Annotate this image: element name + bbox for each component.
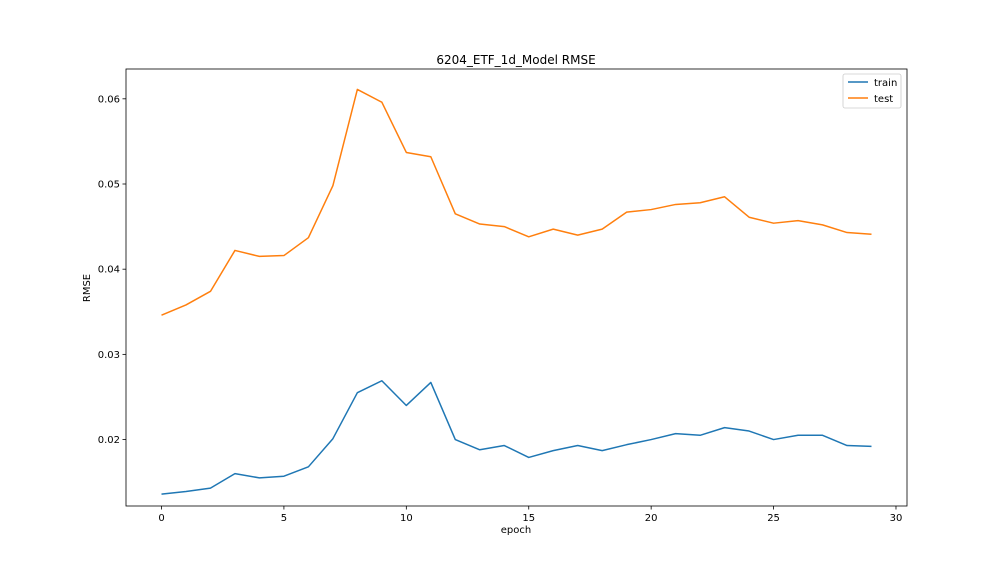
x-axis: 0 5 10 15 20 25 30 [158, 506, 902, 524]
x-tick-label: 10 [400, 513, 413, 524]
x-tick-label: 15 [522, 513, 535, 524]
plot-area-frame [125, 68, 908, 507]
y-tick-label: 0.02 [98, 435, 120, 446]
y-tick-label: 0.06 [98, 94, 120, 105]
x-tick-label: 0 [158, 513, 164, 524]
x-tick-label: 30 [890, 513, 903, 524]
x-tick-label: 25 [767, 513, 780, 524]
series-line-test [161, 88, 872, 316]
y-tick-label: 0.03 [98, 350, 120, 361]
series-lines [161, 88, 872, 495]
x-tick-label: 20 [645, 513, 658, 524]
y-axis-label: RMSE [82, 274, 93, 302]
y-tick-label: 0.04 [98, 265, 120, 276]
legend-label-train: train [874, 78, 897, 89]
series-line-train [161, 380, 872, 495]
y-tick-label: 0.05 [98, 180, 120, 191]
legend: train test [842, 73, 902, 109]
y-axis: 0.02 0.03 0.04 0.05 0.06 [98, 94, 126, 446]
x-tick-label: 5 [281, 513, 287, 524]
x-axis-label: epoch [501, 525, 531, 536]
legend-label-test: test [874, 94, 893, 105]
chart-title: 6204_ETF_1d_Model RMSE [436, 53, 595, 67]
